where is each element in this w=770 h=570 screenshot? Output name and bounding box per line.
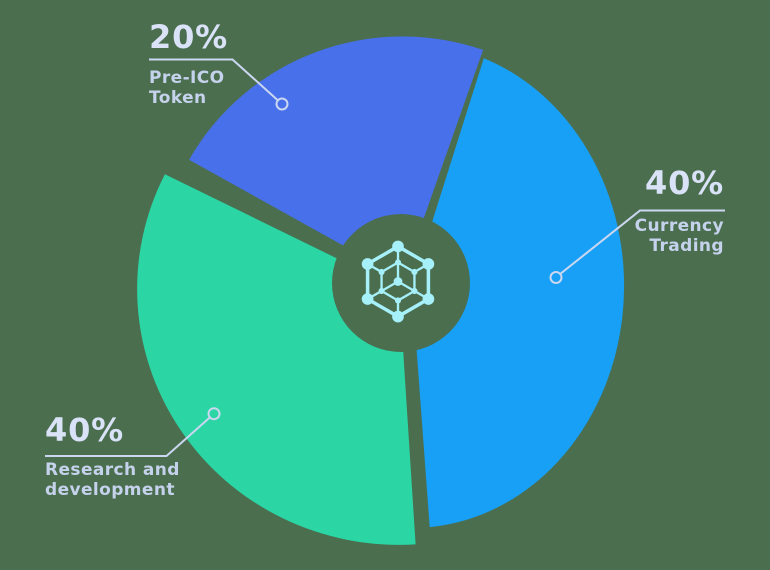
- icon-center-node: [393, 277, 403, 286]
- research-marker-ring: [207, 407, 221, 421]
- callout-leaders: [45, 58, 725, 457]
- blockchain-network-icon: [361, 240, 435, 323]
- currency-leader-line: [559, 209, 725, 275]
- label-line: development: [45, 480, 175, 500]
- callout-research-development: 40% Research and development: [45, 413, 180, 500]
- icon-center-edges: [380, 261, 416, 293]
- pre-ico-leader-line: [149, 58, 278, 101]
- icon-nodes: [361, 240, 435, 323]
- label-line: Trading: [649, 236, 724, 256]
- currency-percent: 40%: [645, 164, 724, 202]
- label-line: Pre-ICO: [149, 68, 225, 88]
- label-line: Token: [149, 88, 207, 108]
- pre-ico-marker-ring: [275, 97, 289, 111]
- callout-pre-ico-token: 20% Pre-ICO Token: [149, 20, 228, 108]
- currency-marker-ring: [549, 271, 563, 284]
- currency-label: Currency Trading: [635, 216, 724, 256]
- label-line: Research and: [45, 460, 180, 480]
- callout-currency-trading: 40% Currency Trading: [635, 166, 724, 256]
- pie-segment-currency-trading: [411, 58, 625, 528]
- pre-ico-label: Pre-ICO Token: [149, 68, 228, 108]
- pre-ico-percent: 20%: [149, 18, 228, 56]
- research-percent: 40%: [45, 411, 124, 449]
- label-line: Currency: [634, 216, 724, 236]
- research-leader-line: [45, 416, 211, 457]
- research-label: Research and development: [45, 460, 180, 500]
